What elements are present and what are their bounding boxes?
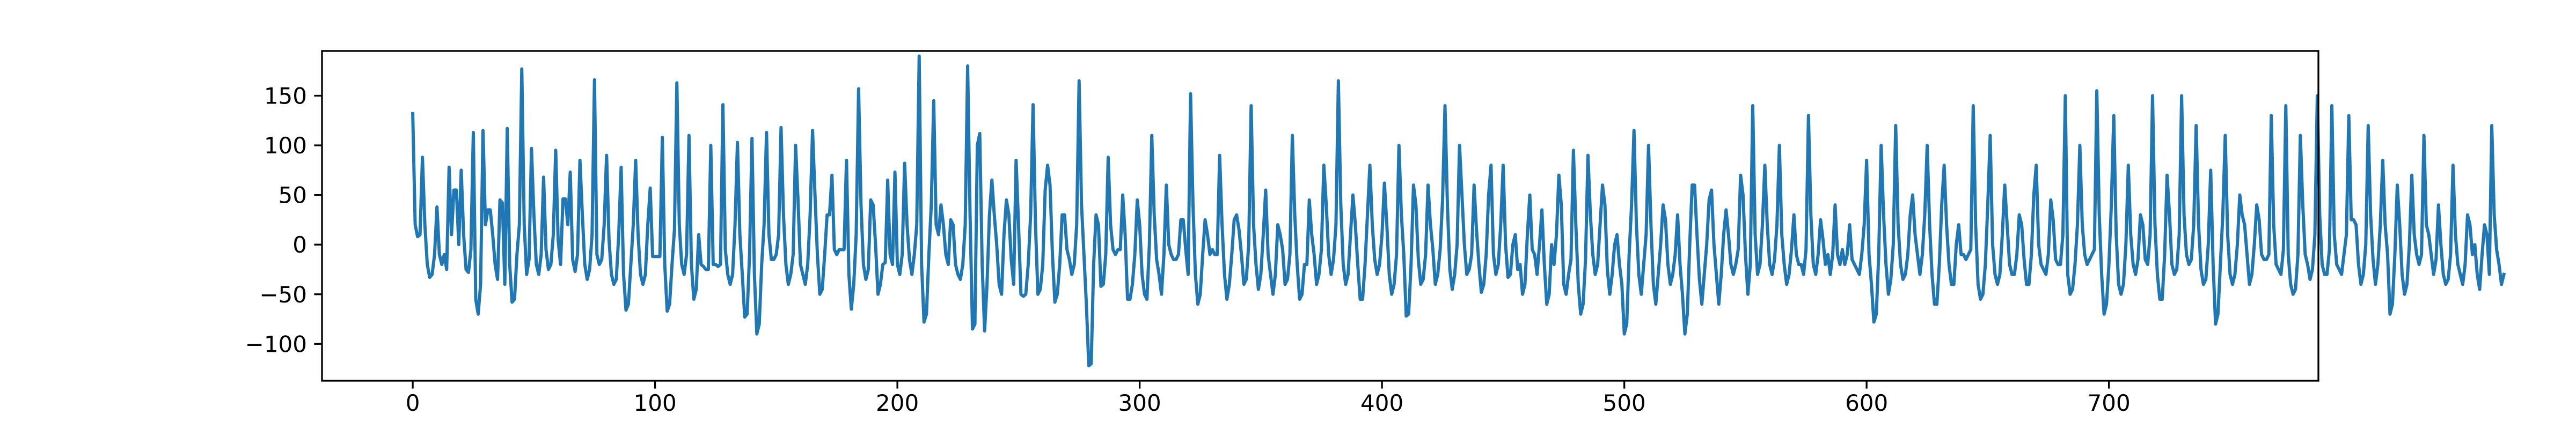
x-tick-label: 300 — [1118, 390, 1161, 416]
y-tick-label: 100 — [264, 132, 307, 159]
y-tick-label: −100 — [245, 331, 307, 357]
y-tick-label: 50 — [279, 182, 307, 209]
y-tick-label: 150 — [264, 83, 307, 109]
y-tick-label: −50 — [259, 282, 307, 308]
data-line — [411, 54, 2506, 368]
x-tick-label: 400 — [1360, 390, 1403, 416]
x-tick-label: 100 — [634, 390, 677, 416]
x-tick-label: 700 — [2088, 390, 2131, 416]
x-tick-label: 0 — [406, 390, 420, 416]
x-tick-label: 200 — [876, 390, 919, 416]
y-tick-label: 0 — [292, 232, 307, 258]
axes-frame — [321, 50, 2319, 382]
x-tick-label: 500 — [1603, 390, 1646, 416]
x-tick-label: 600 — [1845, 390, 1888, 416]
